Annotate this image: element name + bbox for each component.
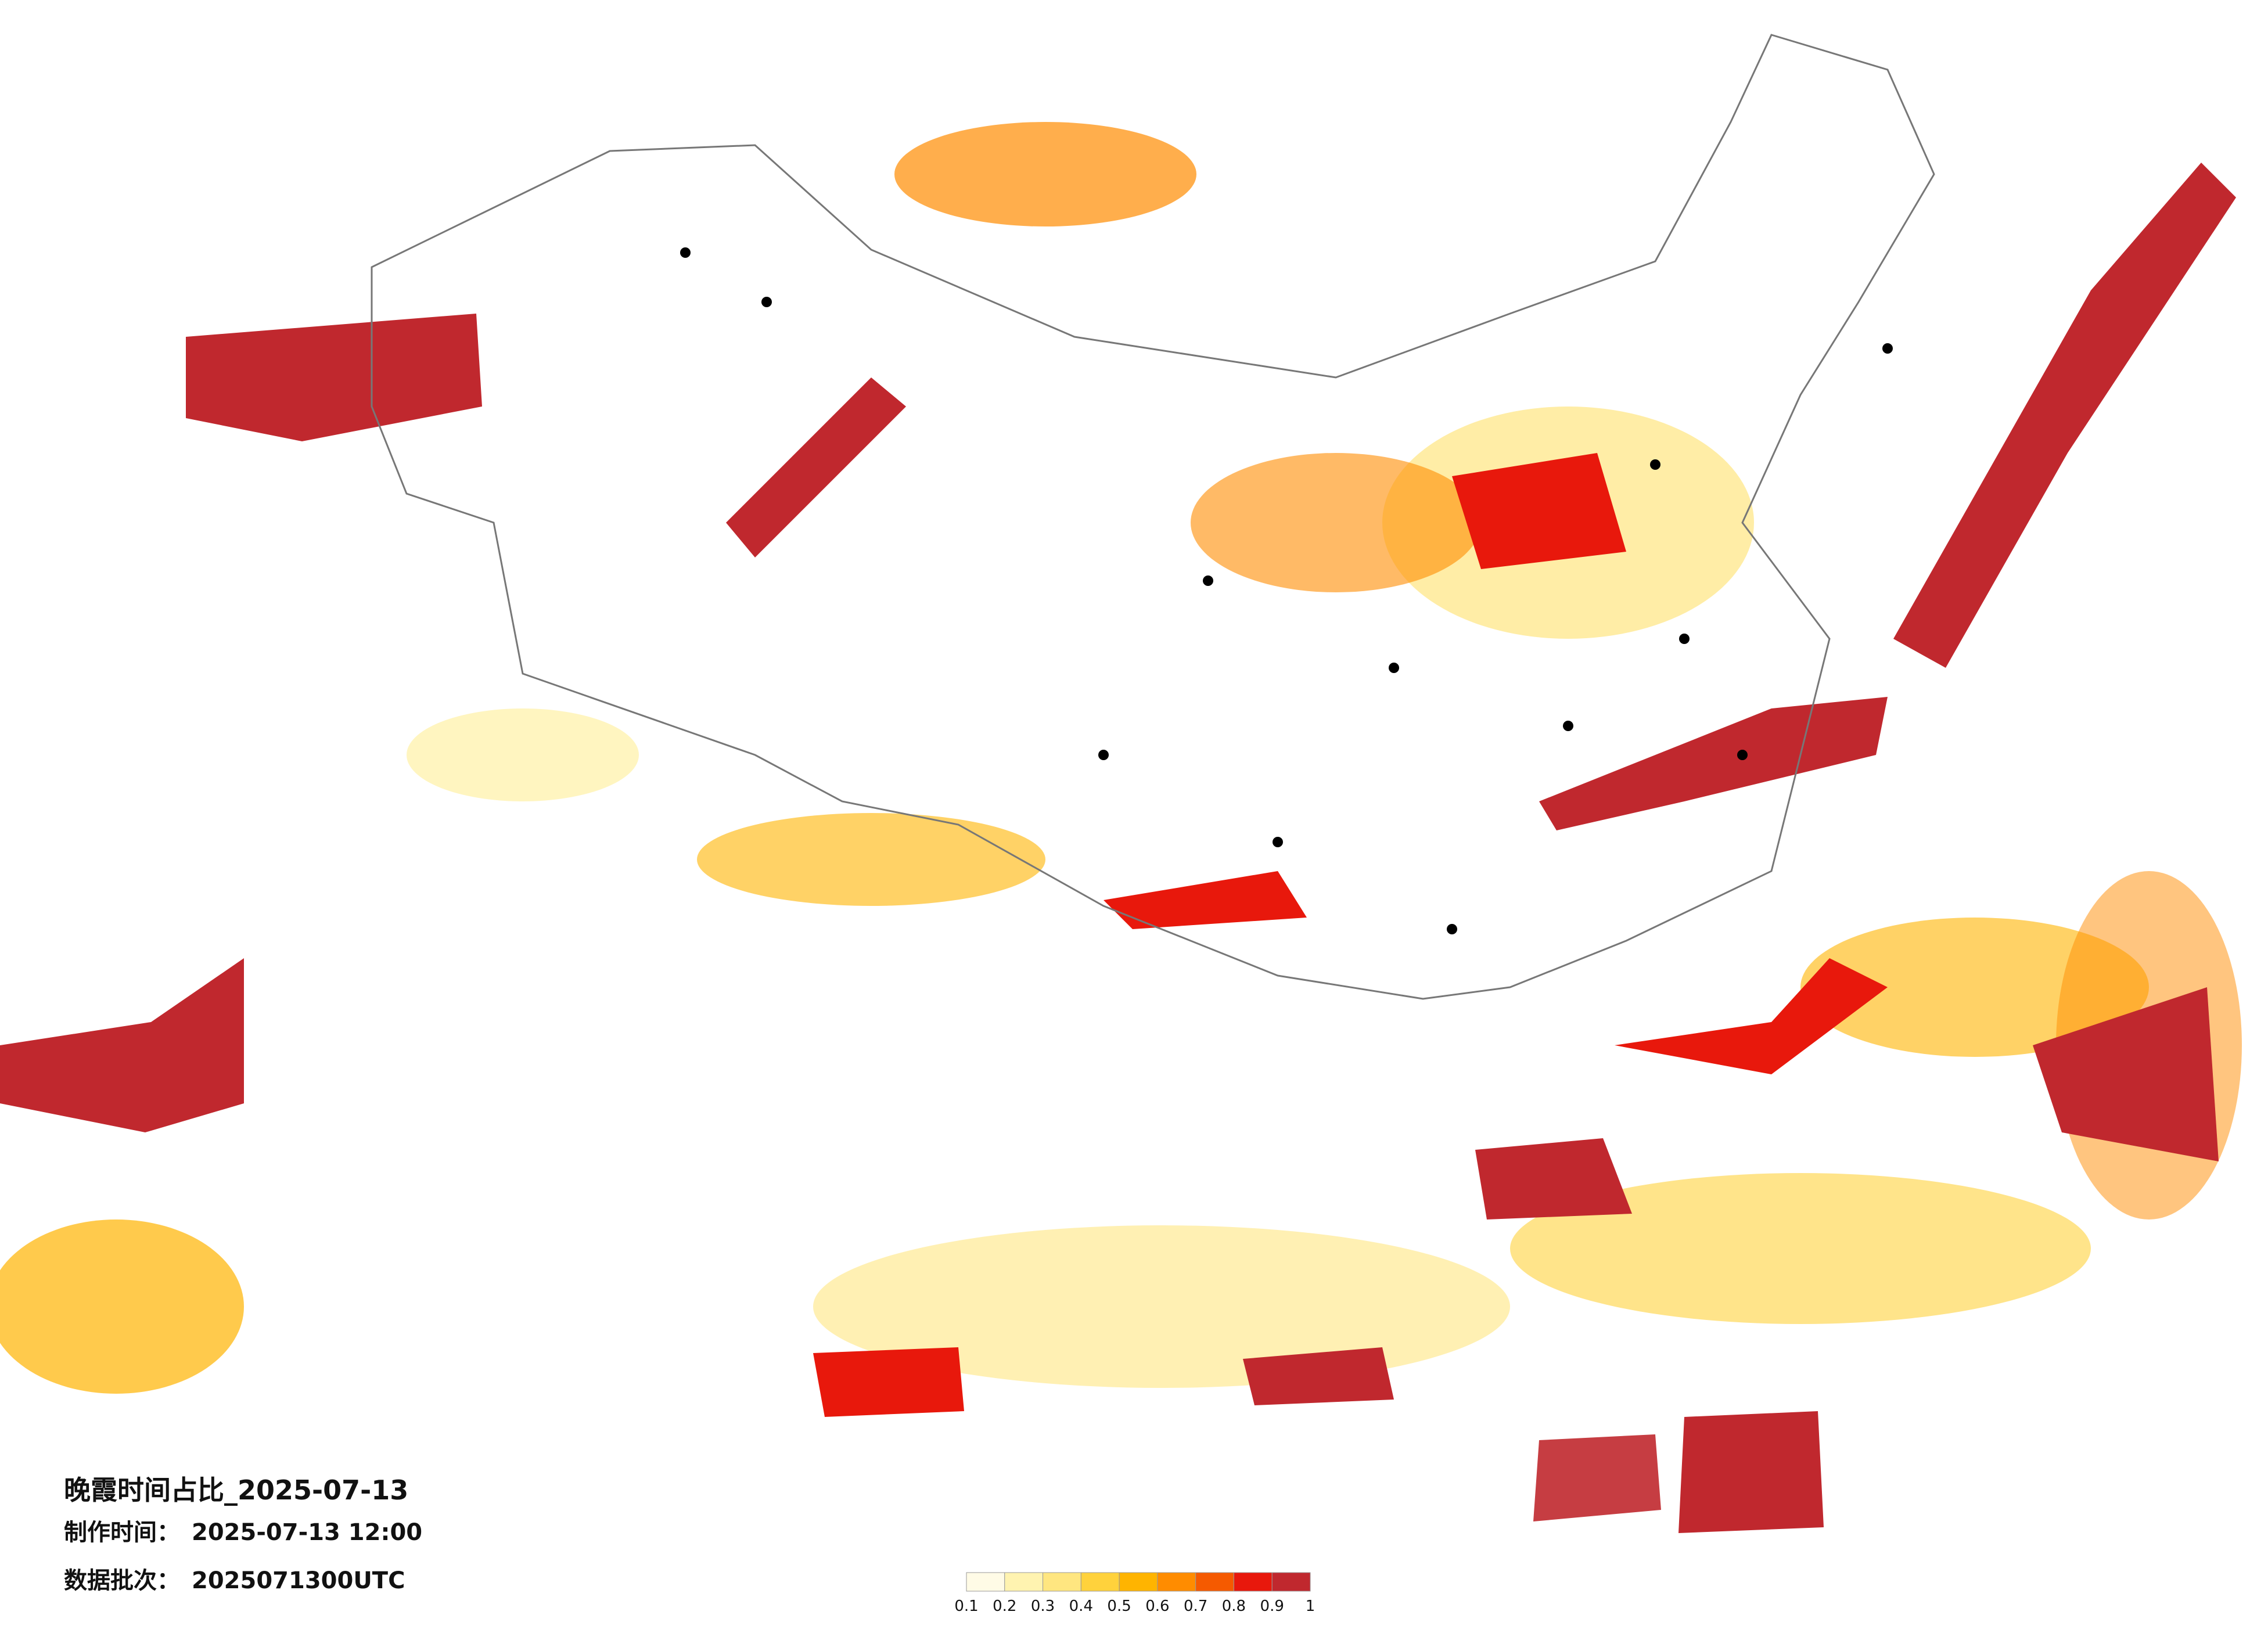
city-dot bbox=[1882, 343, 1893, 354]
legend-tick-label: 0.4 bbox=[1069, 1598, 1093, 1615]
heat-blob bbox=[407, 708, 639, 801]
heat-blob bbox=[0, 958, 244, 1132]
heat-blob bbox=[1893, 163, 2236, 668]
made-time-value: 2025-07-13 12:00 bbox=[192, 1519, 422, 1546]
city-dot bbox=[1203, 575, 1213, 586]
legend-swatch bbox=[966, 1572, 1005, 1592]
legend-tick-label: 0.7 bbox=[1184, 1598, 1207, 1615]
city-dot bbox=[1447, 924, 1457, 934]
legend-swatch bbox=[1004, 1572, 1044, 1592]
city-dot bbox=[680, 247, 691, 258]
legend-swatch bbox=[1157, 1572, 1196, 1592]
boundary-outline bbox=[371, 34, 1935, 1000]
heat-blob bbox=[813, 1347, 964, 1417]
heat-blob bbox=[2033, 987, 2219, 1161]
legend-tick-label: 0.3 bbox=[1031, 1598, 1055, 1615]
city-dot bbox=[1679, 634, 1690, 644]
heat-blob bbox=[1510, 1173, 2091, 1324]
heat-blob bbox=[1475, 1138, 1632, 1220]
legend-tick-label: 0.5 bbox=[1107, 1598, 1131, 1615]
legend-tick-label: 0.2 bbox=[993, 1598, 1016, 1615]
legend-tick-label: 0.6 bbox=[1145, 1598, 1169, 1615]
legend-swatch bbox=[1271, 1572, 1311, 1592]
heat-blob bbox=[894, 122, 1196, 226]
legend-swatch bbox=[1043, 1572, 1081, 1592]
heat-blob bbox=[697, 813, 1045, 906]
color-legend: 0.1 0.2 0.3 0.4 0.5 0.6 0.7 0.8 0.9 1 bbox=[954, 1572, 1315, 1615]
heat-blob bbox=[813, 1225, 1510, 1388]
legend-swatch bbox=[1080, 1572, 1120, 1592]
city-dot bbox=[1098, 750, 1109, 760]
batch-label: 数据批次： bbox=[64, 1567, 180, 1594]
heat-blob bbox=[1615, 958, 1888, 1074]
legend-swatch bbox=[1119, 1572, 1158, 1592]
heat-blob bbox=[186, 314, 482, 441]
legend-tick-label: 1 bbox=[1306, 1598, 1315, 1615]
heat-blob bbox=[1678, 1411, 1824, 1533]
heat-blob bbox=[1104, 871, 1307, 929]
heat-blob bbox=[1452, 453, 1626, 569]
heat-blob bbox=[1191, 453, 1481, 592]
city-dot bbox=[1389, 663, 1399, 673]
heat-field bbox=[0, 122, 2242, 1533]
city-dot bbox=[761, 297, 772, 307]
city-dot bbox=[1563, 721, 1573, 731]
made-time-label: 制作时间： bbox=[64, 1519, 180, 1546]
legend-swatch bbox=[1233, 1572, 1273, 1592]
legend-tick-label: 0.9 bbox=[1260, 1598, 1284, 1615]
heat-blob bbox=[1533, 1434, 1661, 1521]
city-dot bbox=[1273, 837, 1283, 847]
city-dot bbox=[1650, 459, 1660, 470]
map-title: 晚霞时间占比_2025-07-13 bbox=[64, 1474, 408, 1506]
batch-value: 2025071300UTC bbox=[192, 1567, 405, 1594]
city-dot bbox=[1737, 750, 1748, 760]
legend-swatch bbox=[1195, 1572, 1234, 1592]
heat-blob bbox=[1539, 697, 1888, 830]
heat-blob bbox=[726, 377, 906, 557]
heat-blob bbox=[1243, 1347, 1394, 1405]
city-dots bbox=[680, 247, 1893, 934]
heat-blob bbox=[0, 1220, 244, 1394]
legend-tick-label: 0.1 bbox=[954, 1598, 978, 1615]
legend-tick-label: 0.8 bbox=[1222, 1598, 1246, 1615]
